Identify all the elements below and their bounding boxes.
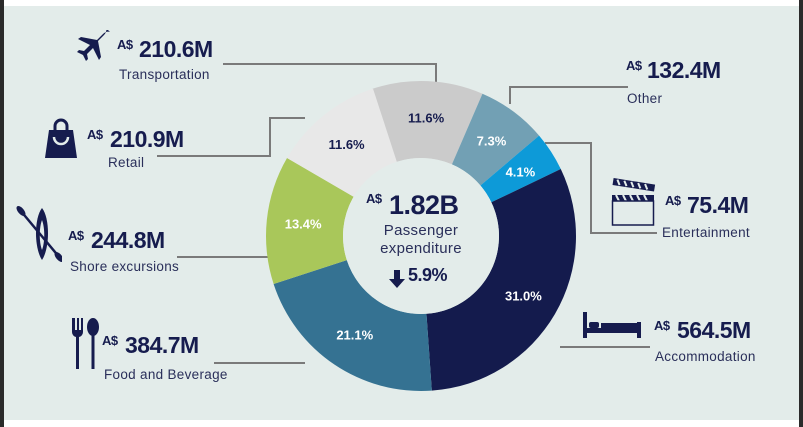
slice-percent-label: 21.1% [336,327,373,342]
slice-shore-excursions [266,158,354,285]
airplane-icon [77,30,110,61]
slice-accommodation [426,169,577,391]
transportation-currency: A$ [117,37,133,52]
other-label: Other [627,91,663,106]
arrow-down-icon [389,270,405,288]
slice-percent-label: 13.4% [285,216,322,231]
donut-hole [343,158,499,314]
center-label-line2: expenditure [380,240,462,257]
bed-icon [583,312,641,338]
shore-excursions-value: 244.8M [91,227,165,253]
retail-label: Retail [108,155,145,170]
other-currency: A$ [626,58,642,73]
shore-excursions-currency: A$ [68,228,84,243]
retail-leader-line [157,117,305,157]
slice-percent-label: 7.3% [477,134,507,149]
accommodation-label: Accommodation [655,349,756,364]
entertainment-label: Entertainment [662,225,750,240]
slice-transportation [372,81,483,165]
slice-percent-label: 4.1% [506,164,536,179]
center-total: 1.82B [389,190,459,220]
slice-retail [287,88,397,197]
fork-spoon-icon [71,318,99,369]
transportation-value: 210.6M [139,36,213,62]
slice-percent-label: 11.6% [408,111,445,126]
transportation-label: Transportation [119,67,210,82]
entertainment-leader-line [545,142,657,234]
retail-value: 210.9M [110,126,184,152]
clapperboard-icon [611,178,656,226]
retail-currency: A$ [87,127,103,142]
other-value: 132.4M [647,57,721,83]
shore-excursions-label: Shore excursions [70,259,180,274]
slice-percent-label: 11.6% [328,137,365,152]
other-leader-line [509,86,628,104]
accommodation-currency: A$ [654,318,670,333]
center-currency: A$ [366,191,382,206]
shopping-bag-icon [45,118,77,158]
slice-other [451,93,540,186]
accommodation-value: 564.5M [677,317,751,343]
slice-food-and-beverage [273,260,432,391]
food-beverage-label: Food and Beverage [104,367,228,382]
food-beverage-value: 384.7M [125,332,199,358]
center-label-line1: Passenger [383,222,459,239]
slice-percent-label: 31.0% [505,289,542,304]
center-change: 5.9% [408,265,448,285]
kayak-icon [16,206,62,262]
food-beverage-currency: A$ [102,333,118,348]
entertainment-currency: A$ [665,193,681,208]
slice-entertainment [480,135,561,203]
entertainment-value: 75.4M [687,192,749,218]
transportation-leader-line [223,63,437,82]
